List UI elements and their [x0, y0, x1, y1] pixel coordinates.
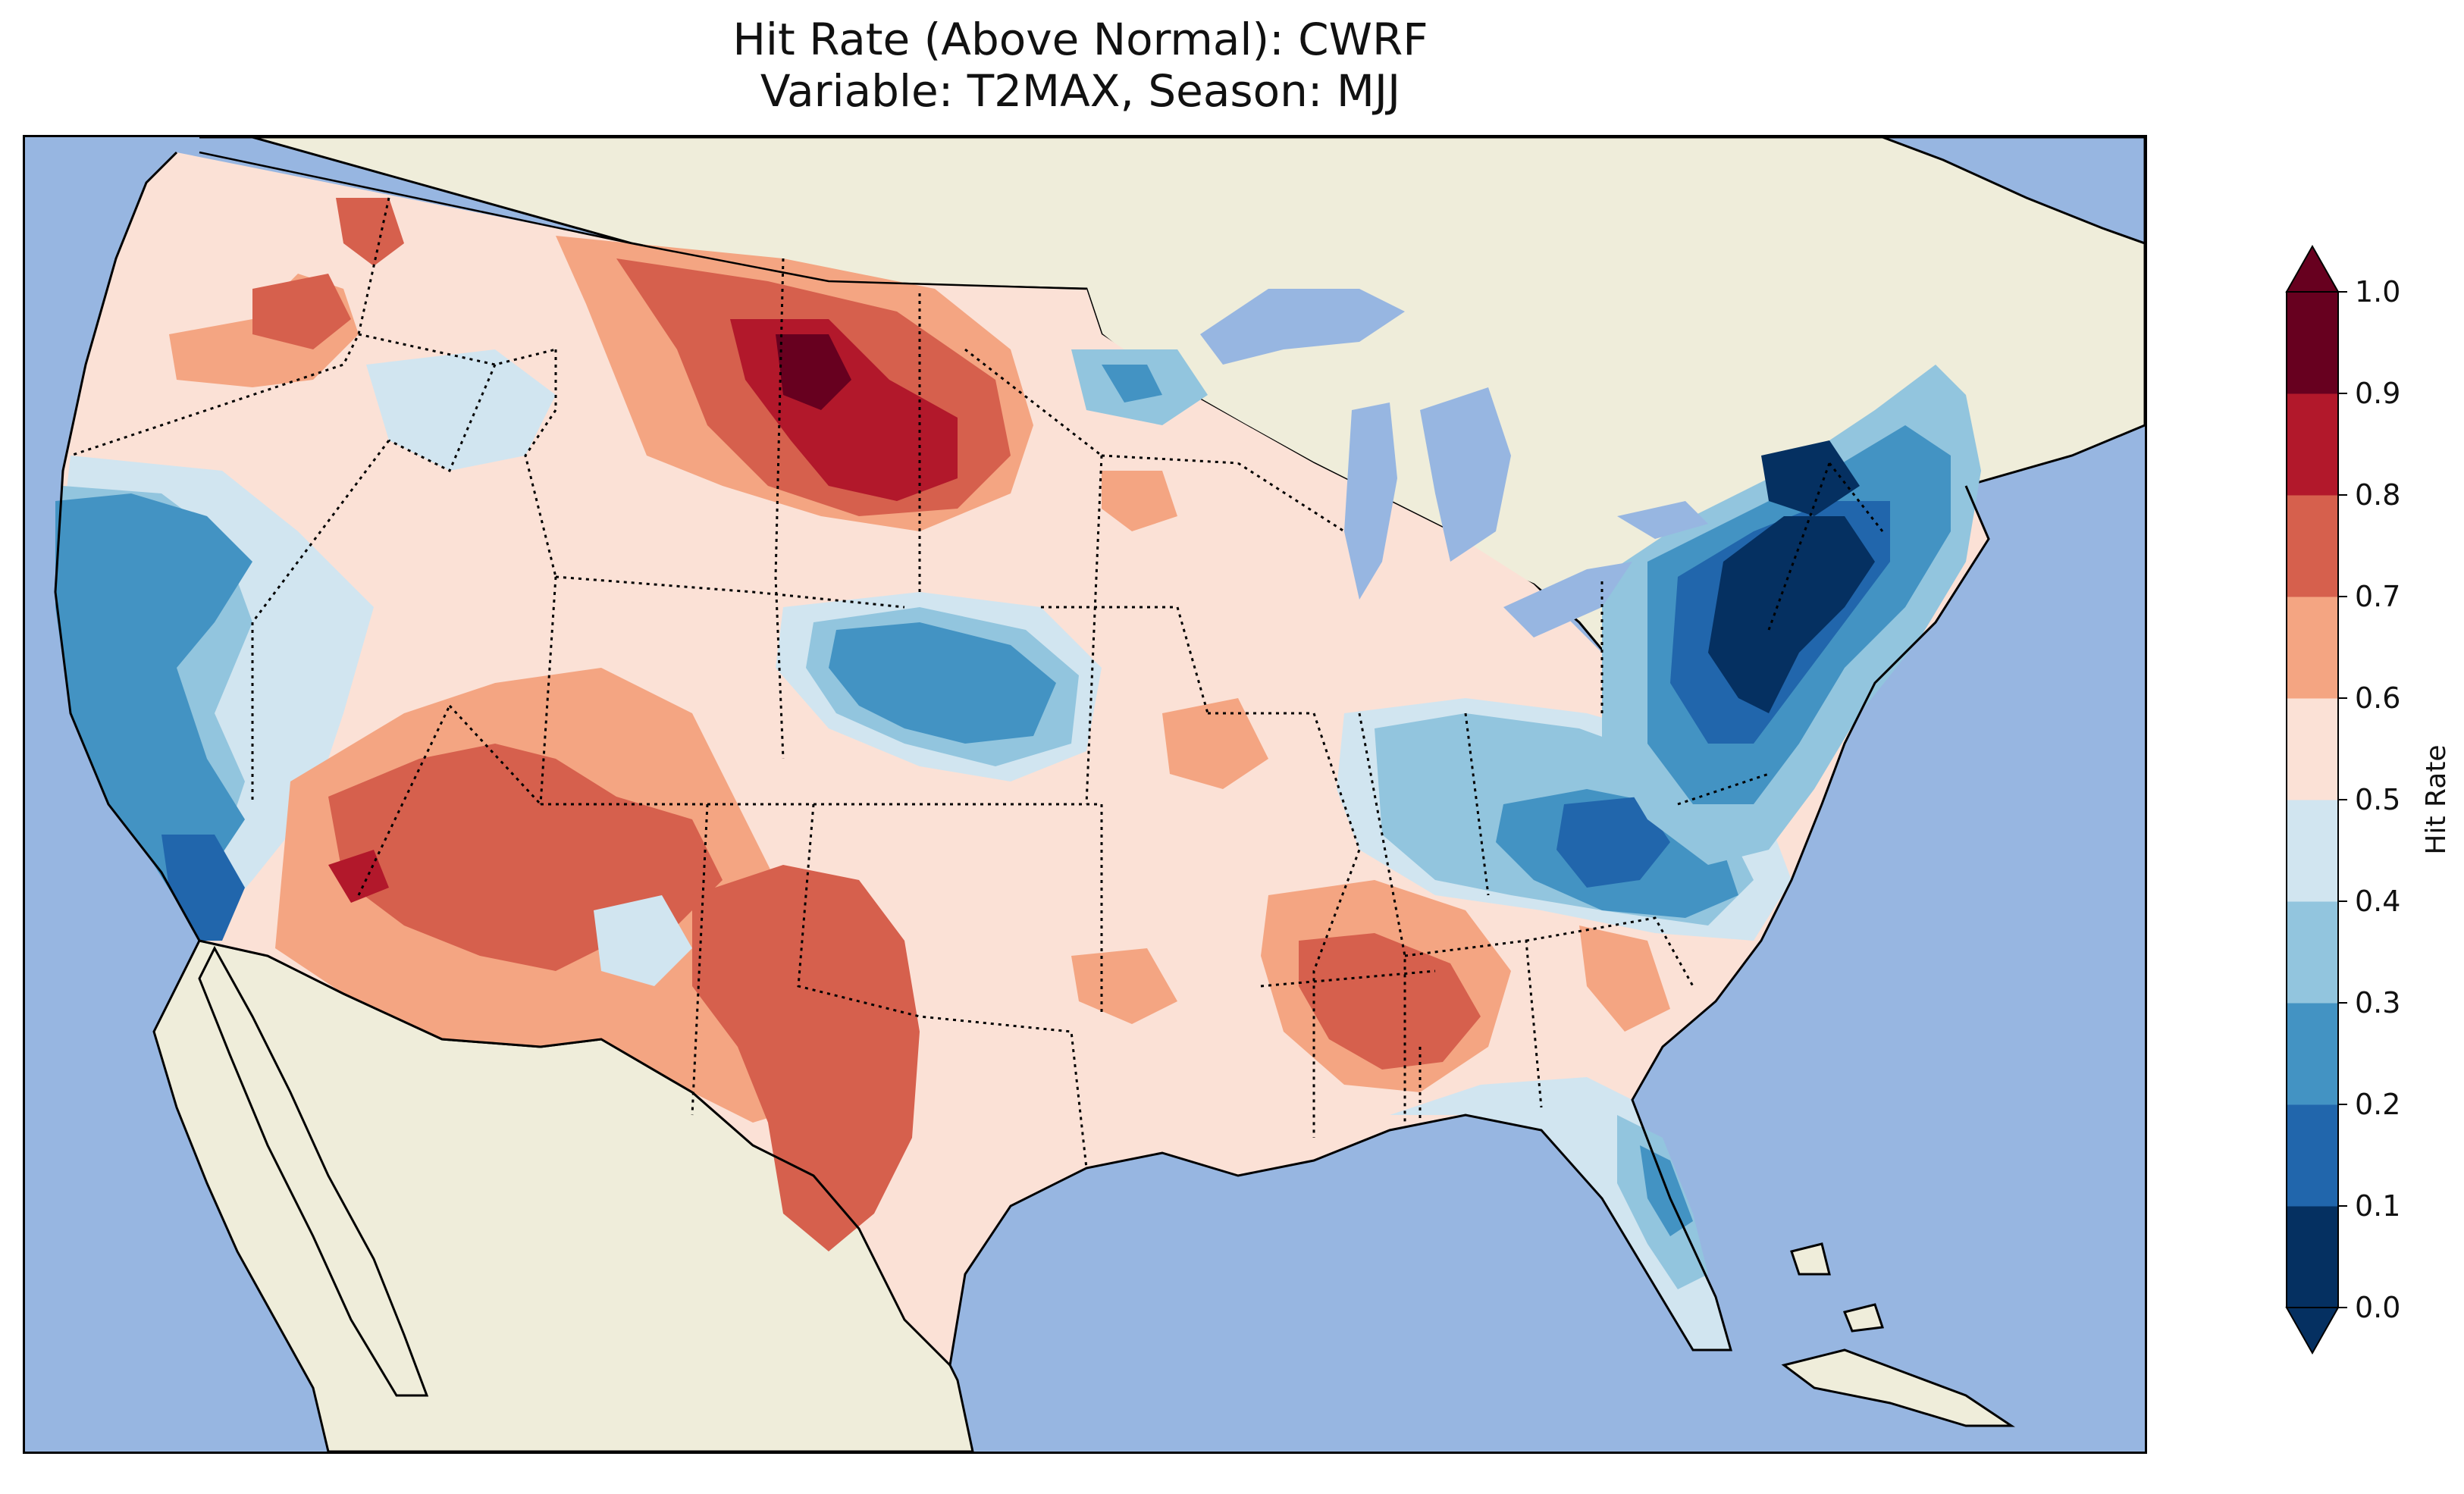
mexico-border — [267, 954, 814, 1177]
colorbar-tick-label: 0.9 — [2355, 377, 2400, 410]
bahamas-island — [1790, 1242, 1831, 1276]
colorbar-tick-label: 0.8 — [2355, 478, 2400, 512]
lake-huron — [1420, 387, 1511, 562]
midsouth-red — [1299, 933, 1481, 1070]
colorbar-segment — [2287, 901, 2338, 1004]
colorbar-tick-label: 0.6 — [2355, 681, 2400, 715]
idaho-orange2 — [252, 274, 351, 349]
great-lakes — [1200, 289, 1708, 637]
colorbar: 0.0 0.1 0.2 0.3 0.4 0.5 0.6 0.7 0.8 0.9 1.0 Hit Rat… — [2259, 239, 2456, 1361]
conus-coastline — [54, 151, 1990, 1368]
colorbar-tick-label: 0.3 — [2355, 986, 2400, 1019]
colorbar-tick-label: 0.0 — [2355, 1291, 2400, 1324]
carolina-orange — [1579, 926, 1670, 1032]
idaho-orange — [336, 198, 404, 266]
lake-ontario — [1617, 501, 1708, 539]
missouri-orange — [1162, 698, 1268, 789]
colorbar-tick-label: 0.1 — [2355, 1189, 2400, 1223]
colorbar-segment — [2287, 698, 2338, 800]
colorbar-segment — [2287, 1003, 2338, 1105]
mn-blue — [1102, 365, 1162, 402]
socal-blue — [161, 835, 245, 941]
colorbar-segment — [2287, 495, 2338, 597]
lake-erie — [1503, 562, 1632, 637]
lake-superior — [1200, 289, 1405, 365]
border-lines — [70, 197, 1884, 1169]
map-title: Hit Rate (Above Normal): CWRF Variable: … — [23, 14, 2138, 117]
baja-land — [198, 945, 429, 1397]
colorbar-segment — [2287, 800, 2338, 902]
colorbar-segment — [2287, 1206, 2338, 1308]
west-darker-blue — [55, 493, 252, 926]
colorbar-extend-max — [2285, 244, 2340, 293]
colorbar-segment — [2287, 1104, 2338, 1207]
caribbean-islands — [1781, 1242, 2015, 1427]
colorbar-extend-min — [2285, 1307, 2340, 1355]
island-small — [1842, 1303, 1885, 1333]
ozark-orange — [1071, 948, 1177, 1024]
map-frame — [23, 135, 2147, 1454]
co-light-blue — [594, 895, 692, 986]
colorbar-segment — [2287, 597, 2338, 699]
iowa-orange — [1102, 471, 1177, 531]
az-red — [328, 850, 389, 903]
cuba-island — [1781, 1348, 2015, 1427]
nevada-light-blue — [366, 349, 556, 471]
state-borders — [70, 197, 1884, 1169]
colorbar-svg: 0.0 0.1 0.2 0.3 0.4 0.5 0.6 0.7 0.8 0.9 1.0 Hit Rat… — [2285, 244, 2452, 1355]
colorbar-tick-label: 1.0 — [2355, 275, 2400, 309]
northeast-darkest-blue — [1708, 516, 1875, 713]
ny-dark-blue — [1761, 440, 1860, 516]
conus-field — [55, 152, 1989, 1365]
canada-border — [199, 151, 1087, 290]
colorbar-segment — [2287, 292, 2338, 394]
map-canvas — [54, 137, 2145, 1452]
colorbar-segment — [2287, 393, 2338, 496]
colorbar-tick-label: 0.4 — [2355, 885, 2400, 918]
title-line-1: Hit Rate (Above Normal): CWRF — [732, 14, 1428, 65]
colorbar-tick-label: 0.5 — [2355, 783, 2400, 816]
nm-red-orange — [692, 865, 920, 1251]
title-line-2: Variable: T2MAX, Season: MJJ — [760, 65, 1401, 117]
ohio-dark-blue — [1556, 797, 1670, 888]
plains-dark-red — [776, 334, 851, 410]
colorbar-tick-label: 0.2 — [2355, 1088, 2400, 1121]
colorbar-label: Hit Rate — [2421, 744, 2452, 854]
central-darker-blue — [829, 622, 1056, 744]
colorbar-tick-label: 0.7 — [2355, 580, 2400, 613]
lake-michigan — [1344, 402, 1397, 600]
